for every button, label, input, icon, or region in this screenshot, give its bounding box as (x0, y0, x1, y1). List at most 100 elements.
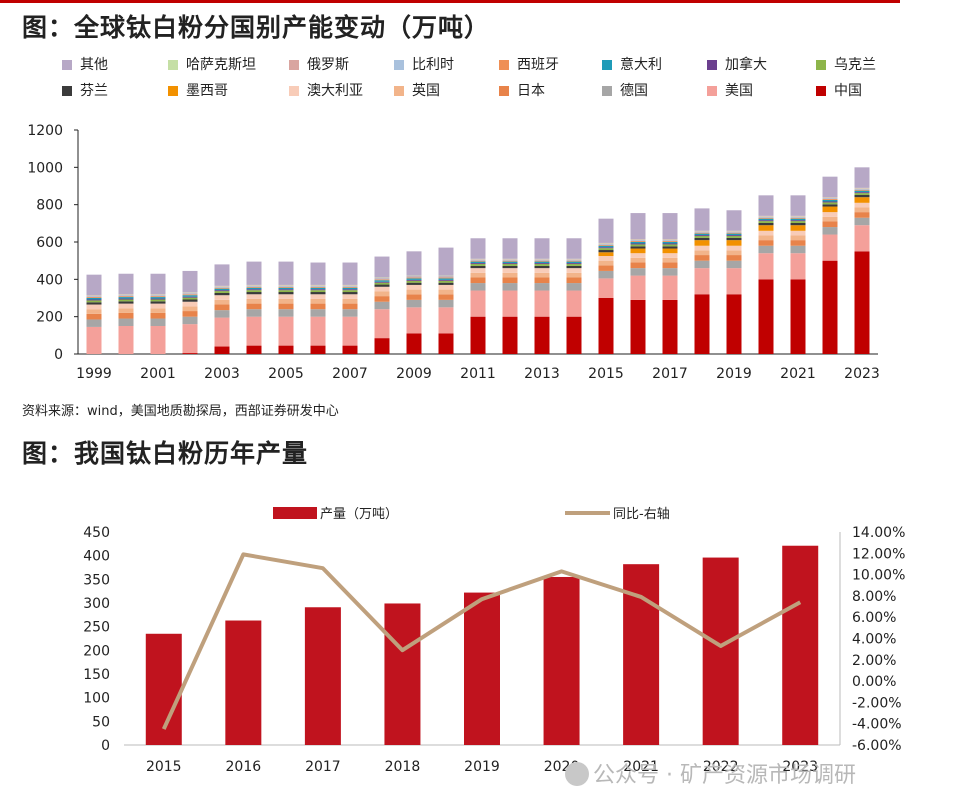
bar-segment (630, 257, 646, 263)
bar-segment (214, 292, 230, 296)
bar-segment (246, 285, 262, 286)
bar-segment (342, 292, 358, 295)
bar-segment (150, 297, 166, 299)
production-bar (225, 620, 262, 745)
bar-segment (342, 294, 358, 299)
bar-segment (822, 234, 838, 261)
legend-swatch (816, 60, 826, 70)
bar-segment (598, 243, 614, 244)
bar-segment (118, 308, 134, 313)
legend-label: 德国 (620, 83, 648, 99)
bar-segment (790, 217, 806, 219)
bar-segment (790, 216, 806, 218)
bar-segment (758, 221, 774, 223)
bar-segment (534, 290, 550, 317)
bar-segment (630, 239, 646, 241)
bar-segment (598, 265, 614, 271)
bar-segment (630, 253, 646, 258)
x-tick-label: 2017 (652, 366, 688, 382)
bar-segment (534, 272, 550, 278)
bar-segment (566, 265, 582, 269)
bar-segment (822, 221, 838, 228)
y-tick-label: 800 (36, 198, 63, 214)
bar-segment (406, 284, 422, 290)
bar-segment (598, 244, 614, 246)
bar-segment (86, 313, 102, 320)
bar-segment (822, 204, 838, 207)
bar-segment (278, 298, 294, 304)
bar-segment (342, 286, 358, 288)
bar-segment (278, 289, 294, 291)
bar-segment (374, 278, 390, 280)
bar-segment (502, 283, 518, 291)
bar-segment (758, 216, 774, 218)
bar-segment (790, 235, 806, 241)
legend-item: 芬兰 (62, 80, 108, 100)
chart1-title: 图：全球钛白粉分国别产能变动（万吨） (22, 13, 491, 42)
bar-segment (214, 264, 230, 286)
bar-segment (86, 295, 102, 297)
right-y-tick-label: 10.00% (852, 568, 905, 584)
y-tick-label: 400 (36, 272, 63, 288)
bar-segment (726, 255, 742, 261)
legend-item: 哈萨克斯坦 (168, 54, 256, 74)
legend-swatch (62, 60, 72, 70)
bar-segment (630, 268, 646, 276)
bar-segment (726, 240, 742, 246)
legend-swatch (499, 86, 509, 96)
bar-segment (342, 262, 358, 285)
bar-segment (854, 194, 870, 198)
bar-segment (694, 232, 710, 234)
bar-segment (118, 298, 134, 300)
chart2-title: 图：我国钛白粉历年产量 (22, 439, 309, 468)
legend-swatch (707, 86, 717, 96)
bar-segment (790, 218, 806, 221)
bar-segment (406, 307, 422, 334)
bar-segment (470, 264, 486, 266)
bar-segment (310, 262, 326, 285)
bar-segment (502, 259, 518, 261)
bar-segment (374, 301, 390, 310)
legend-item: 中国 (816, 80, 862, 100)
bar-segment (694, 245, 710, 251)
bar-segment (822, 260, 838, 354)
y-tick-label: 600 (36, 235, 63, 251)
bar-segment (438, 280, 454, 283)
bar-segment (534, 264, 550, 266)
bar-segment (278, 309, 294, 317)
bar-segment (86, 296, 102, 298)
left-y-tick-label: 50 (92, 714, 110, 730)
bar-segment (246, 289, 262, 291)
bar-segment (694, 255, 710, 261)
bar-segment (278, 292, 294, 295)
bar-segment (406, 251, 422, 276)
legend-swatch (499, 60, 509, 70)
bar-segment (182, 270, 198, 293)
bar-segment (566, 316, 582, 354)
bar-segment (214, 287, 230, 289)
legend-label: 俄罗斯 (307, 57, 349, 73)
right-y-tick-label: 0.00% (852, 674, 896, 690)
bar-segment (406, 278, 422, 280)
legend-item: 比利时 (394, 54, 454, 74)
bar-segment (470, 265, 486, 269)
right-y-tick-label: 4.00% (852, 632, 896, 648)
bar-segment (694, 240, 710, 246)
left-y-tick-label: 300 (83, 596, 110, 612)
bar-segment (310, 303, 326, 310)
bar-segment (598, 260, 614, 266)
bar-segment (566, 264, 582, 266)
bar-segment (790, 245, 806, 254)
bar-segment (470, 283, 486, 291)
legend-item: 澳大利亚 (289, 80, 363, 100)
bar-segment (854, 167, 870, 188)
bar-segment (566, 259, 582, 260)
bar-segment (310, 285, 326, 287)
bar-segment (694, 231, 710, 233)
bar-segment (854, 207, 870, 213)
bar-segment (182, 294, 198, 296)
bar-segment (534, 260, 550, 262)
legend-swatch (602, 86, 612, 96)
bar-segment (790, 222, 806, 226)
bar-segment (662, 239, 678, 241)
